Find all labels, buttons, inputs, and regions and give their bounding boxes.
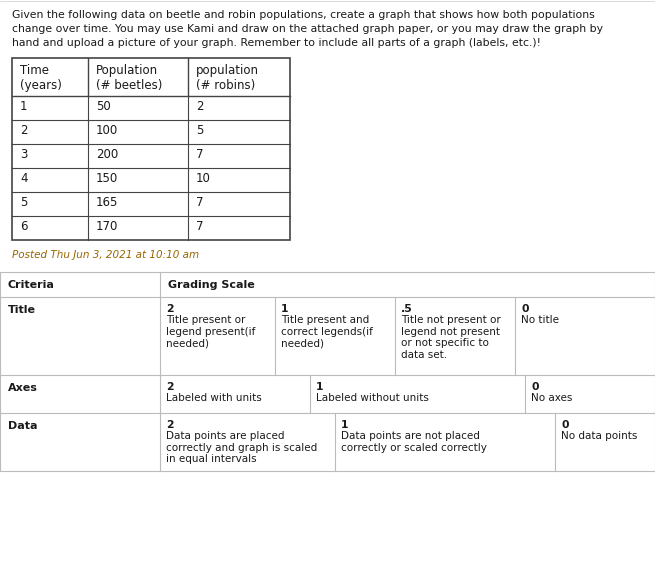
Text: Given the following data on beetle and robin populations, create a graph that sh: Given the following data on beetle and r… <box>12 10 595 20</box>
Text: Labeled without units: Labeled without units <box>316 393 429 403</box>
Text: 5: 5 <box>20 197 28 209</box>
Bar <box>0 272 655 471</box>
Text: Labeled with units: Labeled with units <box>166 393 262 403</box>
Text: Population
(# beetles): Population (# beetles) <box>96 64 162 92</box>
Text: 0: 0 <box>521 304 529 314</box>
Text: 3: 3 <box>20 148 28 161</box>
Text: 0: 0 <box>531 382 538 392</box>
Bar <box>12 58 290 240</box>
Text: 7: 7 <box>196 220 204 234</box>
Text: Time
(years): Time (years) <box>20 64 62 92</box>
Text: 0: 0 <box>561 420 569 430</box>
Text: 2: 2 <box>196 100 204 114</box>
Text: Axes: Axes <box>8 383 38 393</box>
Text: No data points: No data points <box>561 431 637 441</box>
Text: 10: 10 <box>196 172 211 186</box>
Text: change over time. You may use Kami and draw on the attached graph paper, or you : change over time. You may use Kami and d… <box>12 24 603 34</box>
Text: .5: .5 <box>401 304 413 314</box>
Text: 1: 1 <box>316 382 324 392</box>
Text: 50: 50 <box>96 100 111 114</box>
Text: 4: 4 <box>20 172 28 186</box>
Text: Title: Title <box>8 305 36 315</box>
Text: hand and upload a picture of your graph. Remember to include all parts of a grap: hand and upload a picture of your graph.… <box>12 38 541 48</box>
Text: 7: 7 <box>196 197 204 209</box>
Text: Title present and
correct legends(if
needed): Title present and correct legends(if nee… <box>281 315 373 348</box>
Text: Data points are not placed
correctly or scaled correctly: Data points are not placed correctly or … <box>341 431 487 452</box>
Text: 100: 100 <box>96 125 119 137</box>
Text: 1: 1 <box>20 100 28 114</box>
Text: Title not present or
legend not present
or not specific to
data set.: Title not present or legend not present … <box>401 315 501 360</box>
Text: 170: 170 <box>96 220 119 234</box>
Text: population
(# robins): population (# robins) <box>196 64 259 92</box>
Text: Posted Thu Jun 3, 2021 at 10:10 am: Posted Thu Jun 3, 2021 at 10:10 am <box>12 250 199 260</box>
Text: 165: 165 <box>96 197 119 209</box>
Text: 2: 2 <box>166 382 174 392</box>
Text: No axes: No axes <box>531 393 572 403</box>
Text: Criteria: Criteria <box>8 280 55 289</box>
Text: Title present or
legend present(if
needed): Title present or legend present(if neede… <box>166 315 255 348</box>
Text: 1: 1 <box>341 420 348 430</box>
Text: Data: Data <box>8 421 37 431</box>
Text: No title: No title <box>521 315 559 325</box>
Text: 2: 2 <box>166 304 174 314</box>
Text: Data points are placed
correctly and graph is scaled
in equal intervals: Data points are placed correctly and gra… <box>166 431 317 464</box>
Text: 200: 200 <box>96 148 119 161</box>
Text: 1: 1 <box>281 304 288 314</box>
Text: Grading Scale: Grading Scale <box>168 280 255 289</box>
Text: 5: 5 <box>196 125 203 137</box>
Text: 150: 150 <box>96 172 119 186</box>
Text: 2: 2 <box>166 420 174 430</box>
Text: 6: 6 <box>20 220 28 234</box>
Text: 7: 7 <box>196 148 204 161</box>
Text: 2: 2 <box>20 125 28 137</box>
